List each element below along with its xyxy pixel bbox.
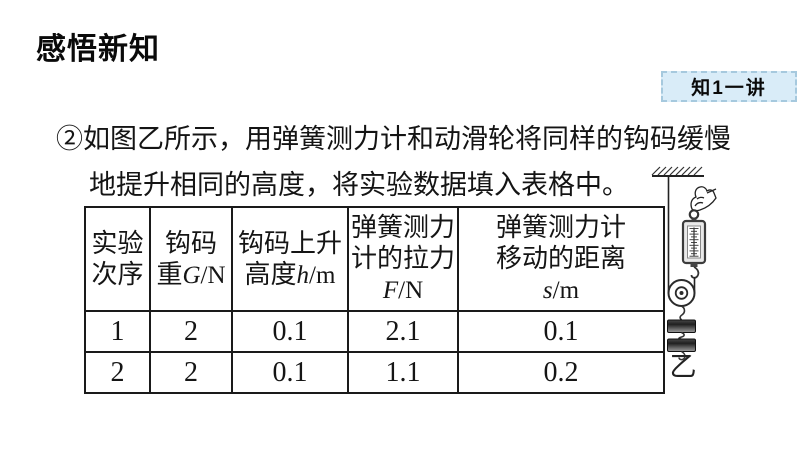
table-cell: 1 bbox=[84, 310, 151, 353]
page-title: 感悟新知 bbox=[36, 33, 160, 66]
knowledge-badge-label: 知1一讲 bbox=[691, 78, 767, 99]
col-header-distance: 弹簧测力计 移动的距离 s/m bbox=[457, 206, 665, 312]
symbol-G: G bbox=[182, 261, 201, 289]
experiment-data-table: 实验 次序 钩码 重G/N 钩码上升 高度h/m 弹簧测力 计的拉力 F/N bbox=[84, 206, 665, 394]
table-cell: 2.1 bbox=[347, 310, 459, 353]
symbol-s: s bbox=[542, 277, 553, 304]
question-text-line2: 地提升相同的高度，将实验数据填入表格中。 bbox=[89, 170, 629, 200]
table-cell: 0.2 bbox=[457, 351, 665, 394]
table-row: 1 2 0.1 2.1 0.1 bbox=[84, 310, 665, 353]
table-cell: 0.1 bbox=[231, 351, 349, 394]
col-header-force: 弹簧测力 计的拉力 F/N bbox=[347, 206, 459, 312]
question-text-line1: ②如图乙所示，用弹簧测力计和动滑轮将同样的钩码缓慢 bbox=[56, 124, 731, 154]
question-text: ②如图乙所示，用弹簧测力计和动滑轮将同样的钩码缓慢 地提升相同的高度，将实验数据… bbox=[56, 116, 746, 208]
movable-pulley-icon bbox=[667, 279, 696, 307]
col-header-height: 钩码上升 高度h/m bbox=[231, 206, 349, 312]
symbol-F: F bbox=[382, 277, 399, 304]
table-cell: 0.1 bbox=[231, 310, 349, 353]
table-row: 2 2 0.1 1.1 0.2 bbox=[84, 351, 665, 394]
table-cell: 2 bbox=[149, 310, 233, 353]
weight-bottom-hook-icon bbox=[678, 350, 686, 361]
symbol-h: h bbox=[296, 261, 310, 289]
header-row: 实验 次序 钩码 重G/N 钩码上升 高度h/m 弹簧测力 计的拉力 F/N bbox=[84, 206, 665, 312]
table-cell: 2 bbox=[149, 351, 233, 394]
pulley-hook-icon bbox=[679, 305, 686, 321]
weight-icon bbox=[667, 319, 696, 333]
weight-icon bbox=[667, 338, 696, 352]
weight-hook-icon bbox=[678, 331, 685, 340]
ceiling-icon bbox=[651, 166, 703, 176]
col-header-trial: 实验 次序 bbox=[84, 206, 151, 312]
scale-hook-icon bbox=[690, 266, 700, 279]
table-cell: 2 bbox=[84, 351, 151, 394]
table-cell: 1.1 bbox=[347, 351, 459, 394]
knowledge-badge: 知1一讲 bbox=[661, 71, 797, 102]
diagram-label: 乙 bbox=[670, 352, 697, 382]
hand-icon bbox=[690, 186, 717, 212]
col-header-weight: 钩码 重G/N bbox=[149, 206, 233, 312]
pulley-experiment-diagram: 乙 bbox=[651, 166, 717, 382]
table-cell: 0.1 bbox=[457, 310, 665, 353]
spring-scale-icon bbox=[681, 209, 707, 279]
